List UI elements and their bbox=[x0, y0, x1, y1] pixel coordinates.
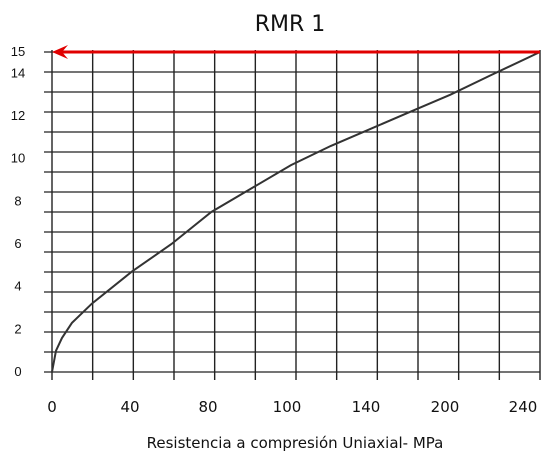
x-tick-label: 80 bbox=[198, 398, 217, 416]
chart-title: RMR 1 bbox=[255, 12, 326, 37]
y-tick-label: 0 bbox=[14, 364, 21, 379]
annotation-group bbox=[52, 45, 540, 59]
y-axis: 0 2 4 6 8 10 12 14 15 bbox=[11, 44, 25, 379]
x-tick-label: 140 bbox=[352, 398, 381, 416]
x-tick-label: 0 bbox=[47, 398, 57, 416]
x-tick-label: 200 bbox=[431, 398, 460, 416]
y-tick-label: 6 bbox=[14, 236, 21, 251]
y-tick-label: 10 bbox=[11, 151, 25, 166]
y-tick-label: 2 bbox=[14, 321, 21, 336]
x-axis: 0 40 80 100 140 200 240 bbox=[47, 398, 537, 416]
y-tick-label: 15 bbox=[11, 44, 25, 59]
y-tick-label: 4 bbox=[14, 279, 21, 294]
series-line bbox=[51, 51, 541, 373]
x-tick-label: 40 bbox=[120, 398, 139, 416]
grid bbox=[44, 50, 541, 380]
y-tick-label: 14 bbox=[11, 65, 25, 80]
x-tick-label: 240 bbox=[509, 398, 538, 416]
x-tick-label: 100 bbox=[273, 398, 302, 416]
y-tick-label: 8 bbox=[14, 193, 21, 208]
y-tick-label: 12 bbox=[11, 108, 25, 123]
x-axis-label: Resistencia a compresión Uniaxial- MPa bbox=[147, 434, 444, 452]
arrow-head-icon bbox=[52, 45, 68, 59]
series-group bbox=[51, 51, 541, 373]
